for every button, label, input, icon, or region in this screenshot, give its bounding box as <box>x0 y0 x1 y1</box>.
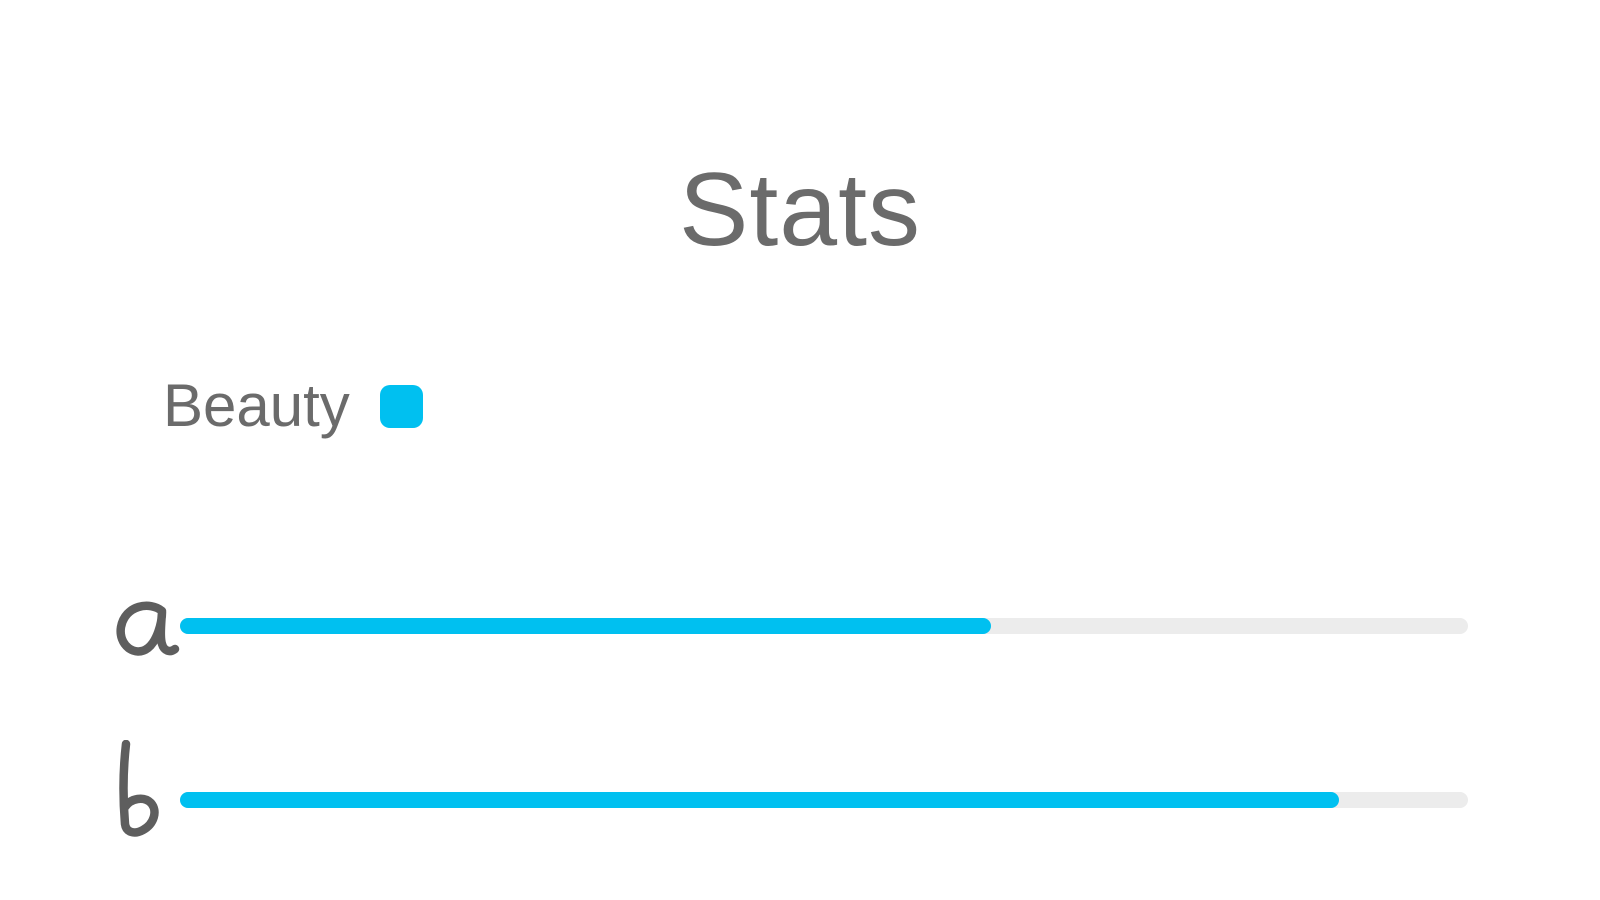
progress-track <box>180 792 1468 808</box>
row-label-b: b <box>110 740 180 840</box>
handwritten-b-icon <box>119 740 159 837</box>
page-title: Stats <box>679 152 921 268</box>
progress-track <box>180 618 1468 634</box>
legend-label: Beauty <box>163 372 350 439</box>
progress-fill <box>180 618 992 634</box>
legend-swatch <box>379 384 423 428</box>
row-label-a: a <box>112 598 180 664</box>
handwritten-a-icon <box>116 601 180 656</box>
legend: Beauty <box>163 376 423 436</box>
progress-fill <box>180 792 1340 808</box>
